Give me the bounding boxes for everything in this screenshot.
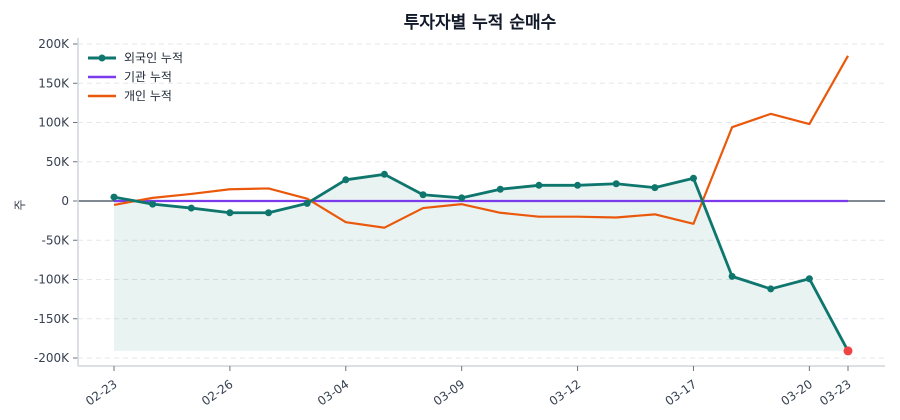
series-line-0 (113, 172, 850, 352)
x-tick-label: 03-17 (663, 377, 700, 408)
legend-label: 개인 누적 (124, 89, 172, 103)
y-tick-label: 0 (61, 194, 69, 208)
series-line-2 (113, 55, 849, 229)
data-point (612, 180, 620, 188)
data-point (535, 181, 543, 189)
data-point (342, 176, 350, 184)
y-tick-label: 150K (38, 76, 70, 90)
y-tick-label: 50K (46, 155, 70, 169)
data-point (187, 204, 195, 212)
y-tick-label: -100K (34, 273, 70, 287)
data-point (651, 184, 659, 192)
x-tick-label: 02-23 (83, 377, 120, 408)
y-tick-label: -150K (34, 312, 70, 326)
legend-marker (98, 54, 106, 62)
y-axis-label: 주 (13, 199, 27, 210)
data-point (380, 170, 388, 178)
last-point-marker (843, 346, 853, 356)
y-tick-label: 100K (38, 116, 70, 130)
y-tick-label: 200K (38, 37, 70, 51)
legend-label: 기관 누적 (124, 70, 172, 84)
foreign-fill-area (114, 174, 848, 351)
data-point (805, 275, 813, 283)
data-point (458, 194, 466, 202)
y-tick-label: -200K (34, 351, 70, 365)
x-tick-label: 03-23 (817, 377, 854, 408)
x-tick-label: 03-20 (778, 377, 815, 408)
data-point (767, 285, 775, 293)
y-tick-label: -50K (42, 233, 71, 247)
data-point (226, 209, 234, 217)
data-point (419, 191, 427, 199)
data-point (496, 185, 504, 193)
data-point (689, 174, 697, 182)
x-tick-label: 02-26 (199, 377, 236, 408)
data-point (728, 272, 736, 280)
x-tick-label: 03-04 (315, 377, 352, 408)
data-point (574, 181, 582, 189)
chart-title: 투자자별 누적 순매수 (404, 13, 557, 33)
x-tick-label: 03-12 (547, 377, 584, 408)
data-point (303, 199, 311, 207)
x-tick-label: 03-09 (431, 377, 468, 408)
fill-area (114, 174, 848, 351)
data-point (110, 193, 118, 201)
data-point (265, 209, 273, 217)
data-point (149, 200, 157, 208)
series-group (110, 55, 853, 356)
legend-label: 외국인 누적 (124, 51, 183, 65)
